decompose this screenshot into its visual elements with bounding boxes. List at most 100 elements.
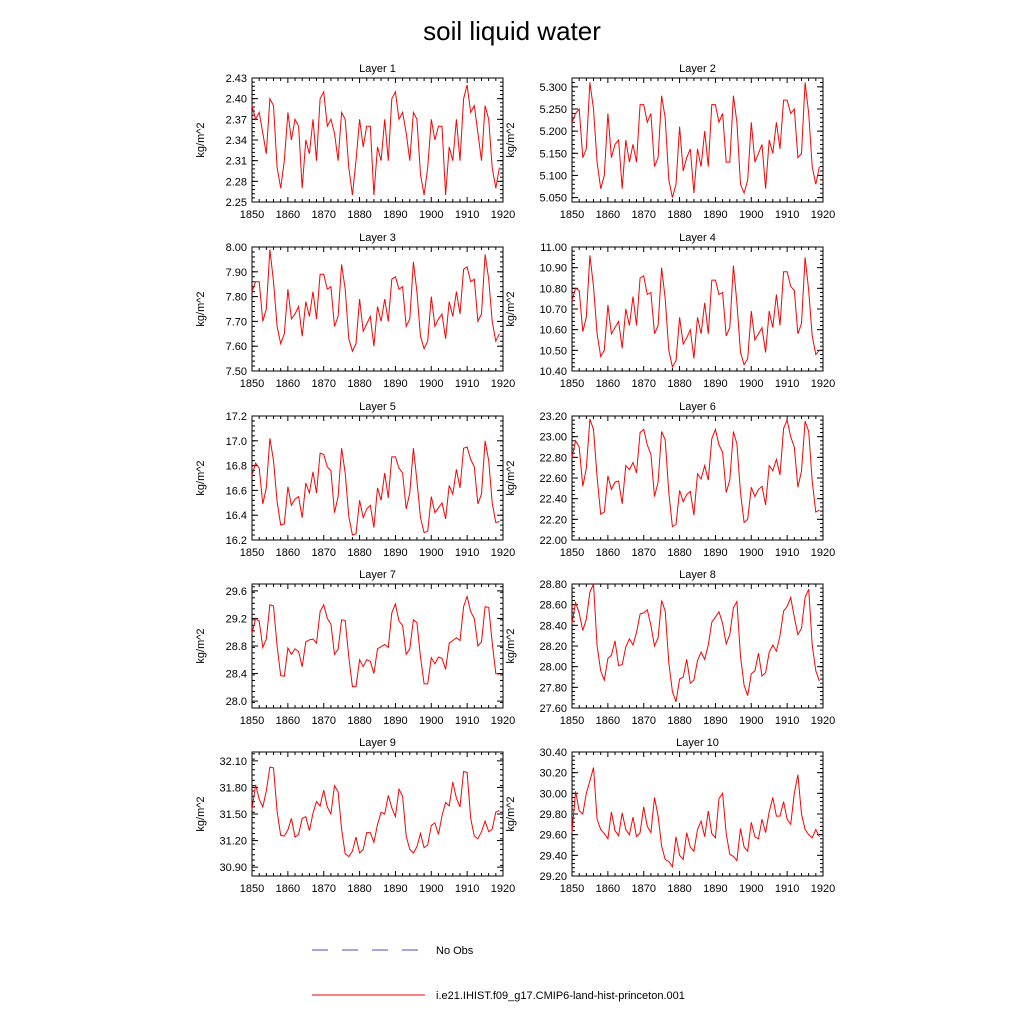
panel-title: Layer 8 <box>679 569 716 581</box>
x-tick-label: 1890 <box>703 378 727 390</box>
y-axis-label: kg/m^2 <box>505 460 517 495</box>
y-tick-label: 28.0 <box>226 696 247 708</box>
y-tick-label: 29.80 <box>539 809 567 821</box>
y-axis-label: kg/m^2 <box>195 460 207 495</box>
y-tick-label: 27.80 <box>539 682 567 694</box>
x-tick-label: 1900 <box>739 209 763 221</box>
plot-frame <box>571 751 824 877</box>
x-tick-label: 1910 <box>775 883 799 895</box>
x-tick-label: 1890 <box>383 547 407 559</box>
x-tick-label: 1860 <box>276 209 300 221</box>
x-tick-label: 1880 <box>347 883 371 895</box>
x-tick-label: 1900 <box>419 378 443 390</box>
x-tick-label: 1880 <box>667 378 691 390</box>
x-tick-label: 1910 <box>455 547 479 559</box>
plot-frame <box>251 246 504 372</box>
x-tick-label: 1910 <box>455 209 479 221</box>
x-tick-label: 1920 <box>811 715 835 727</box>
x-tick-label: 1920 <box>491 715 515 727</box>
y-tick-label: 29.60 <box>539 830 567 842</box>
x-tick-label: 1890 <box>383 378 407 390</box>
x-tick-label: 1890 <box>703 547 727 559</box>
x-tick-label: 1880 <box>667 547 691 559</box>
x-tick-label: 1890 <box>703 715 727 727</box>
y-tick-label: 2.34 <box>226 135 247 147</box>
x-tick-label: 1900 <box>419 715 443 727</box>
x-tick-label: 1870 <box>311 209 335 221</box>
y-tick-label: 2.31 <box>226 156 247 168</box>
y-tick-label: 32.10 <box>219 756 247 768</box>
x-tick-label: 1910 <box>775 378 799 390</box>
x-tick-label: 1850 <box>240 547 264 559</box>
y-tick-label: 22.40 <box>539 494 567 506</box>
x-tick-label: 1920 <box>491 209 515 221</box>
y-tick-label: 7.70 <box>226 316 247 328</box>
plot-frame <box>251 751 504 877</box>
x-tick-label: 1870 <box>311 883 335 895</box>
x-tick-label: 1860 <box>596 715 620 727</box>
y-tick-label: 7.80 <box>226 292 247 304</box>
panel-title: Layer 1 <box>359 63 396 75</box>
y-tick-label: 7.90 <box>226 267 247 279</box>
x-tick-label: 1870 <box>631 547 655 559</box>
x-tick-label: 1890 <box>383 883 407 895</box>
y-tick-label: 5.100 <box>539 170 567 182</box>
panel-title: Layer 4 <box>679 232 716 244</box>
y-tick-label: 28.00 <box>539 662 567 674</box>
y-tick-label: 10.60 <box>539 325 567 337</box>
series-line <box>251 84 500 196</box>
y-tick-label: 30.40 <box>539 747 567 759</box>
panel-layer-10: Layer 10 1850 1860 1870 1880 1890 1900 1910 1920… <box>505 737 835 895</box>
y-tick-label: 23.00 <box>539 432 567 444</box>
x-tick-label: 1850 <box>560 209 584 221</box>
y-tick-label: 30.20 <box>539 768 567 780</box>
series-line <box>251 766 500 858</box>
x-tick-label: 1900 <box>739 547 763 559</box>
y-tick-label: 2.37 <box>226 114 247 126</box>
y-axis-label: kg/m^2 <box>505 122 517 157</box>
y-tick-label: 31.20 <box>219 836 247 848</box>
y-axis-label: kg/m^2 <box>505 796 517 831</box>
y-tick-label: 17.0 <box>226 436 247 448</box>
y-tick-label: 10.40 <box>539 366 567 378</box>
panel-title: Layer 2 <box>679 63 716 75</box>
x-tick-label: 1900 <box>739 883 763 895</box>
panel-layer-1: Layer 1 1850 1860 1870 1880 1890 1900 1910 1920 2… <box>195 63 515 221</box>
y-tick-label: 17.2 <box>226 411 247 423</box>
panel-layer-6: Layer 6 1850 1860 1870 1880 1890 1900 1910 1920 2… <box>505 401 835 559</box>
y-tick-label: 22.00 <box>539 535 567 547</box>
x-tick-label: 1910 <box>775 209 799 221</box>
panel-title: Layer 5 <box>359 401 396 413</box>
panel-layer-7: Layer 7 1850 1860 1870 1880 1890 1900 1910 1920 2… <box>195 569 515 727</box>
x-tick-label: 1890 <box>383 715 407 727</box>
x-tick-label: 1870 <box>631 715 655 727</box>
panel-title: Layer 10 <box>676 737 719 749</box>
x-tick-label: 1880 <box>347 209 371 221</box>
y-axis-label: kg/m^2 <box>195 796 207 831</box>
x-tick-label: 1880 <box>667 715 691 727</box>
y-tick-label: 22.20 <box>539 514 567 526</box>
series-line <box>571 583 820 702</box>
y-axis-label: kg/m^2 <box>195 628 207 663</box>
x-tick-label: 1890 <box>703 209 727 221</box>
y-tick-label: 30.90 <box>219 862 247 874</box>
y-tick-label: 2.28 <box>226 176 247 188</box>
x-tick-label: 1880 <box>347 715 371 727</box>
x-tick-label: 1850 <box>240 378 264 390</box>
series-line <box>251 438 500 536</box>
x-tick-label: 1860 <box>276 883 300 895</box>
x-tick-label: 1860 <box>596 378 620 390</box>
y-axis-label: kg/m^2 <box>195 122 207 157</box>
panel-layer-2: Layer 2 1850 1860 1870 1880 1890 1900 1910 1920 5… <box>505 63 835 221</box>
legend-label-model-run: i.e21.IHIST.f09_g17.CMIP6-land-hist-prin… <box>436 990 685 1002</box>
x-tick-label: 1900 <box>739 715 763 727</box>
x-tick-label: 1920 <box>811 883 835 895</box>
y-tick-label: 5.150 <box>539 148 567 160</box>
series-line <box>251 594 500 688</box>
y-tick-label: 7.60 <box>226 341 247 353</box>
y-tick-label: 10.70 <box>539 304 567 316</box>
x-tick-label: 1850 <box>240 715 264 727</box>
y-tick-label: 16.6 <box>226 485 247 497</box>
x-tick-label: 1880 <box>347 547 371 559</box>
x-tick-label: 1860 <box>596 209 620 221</box>
